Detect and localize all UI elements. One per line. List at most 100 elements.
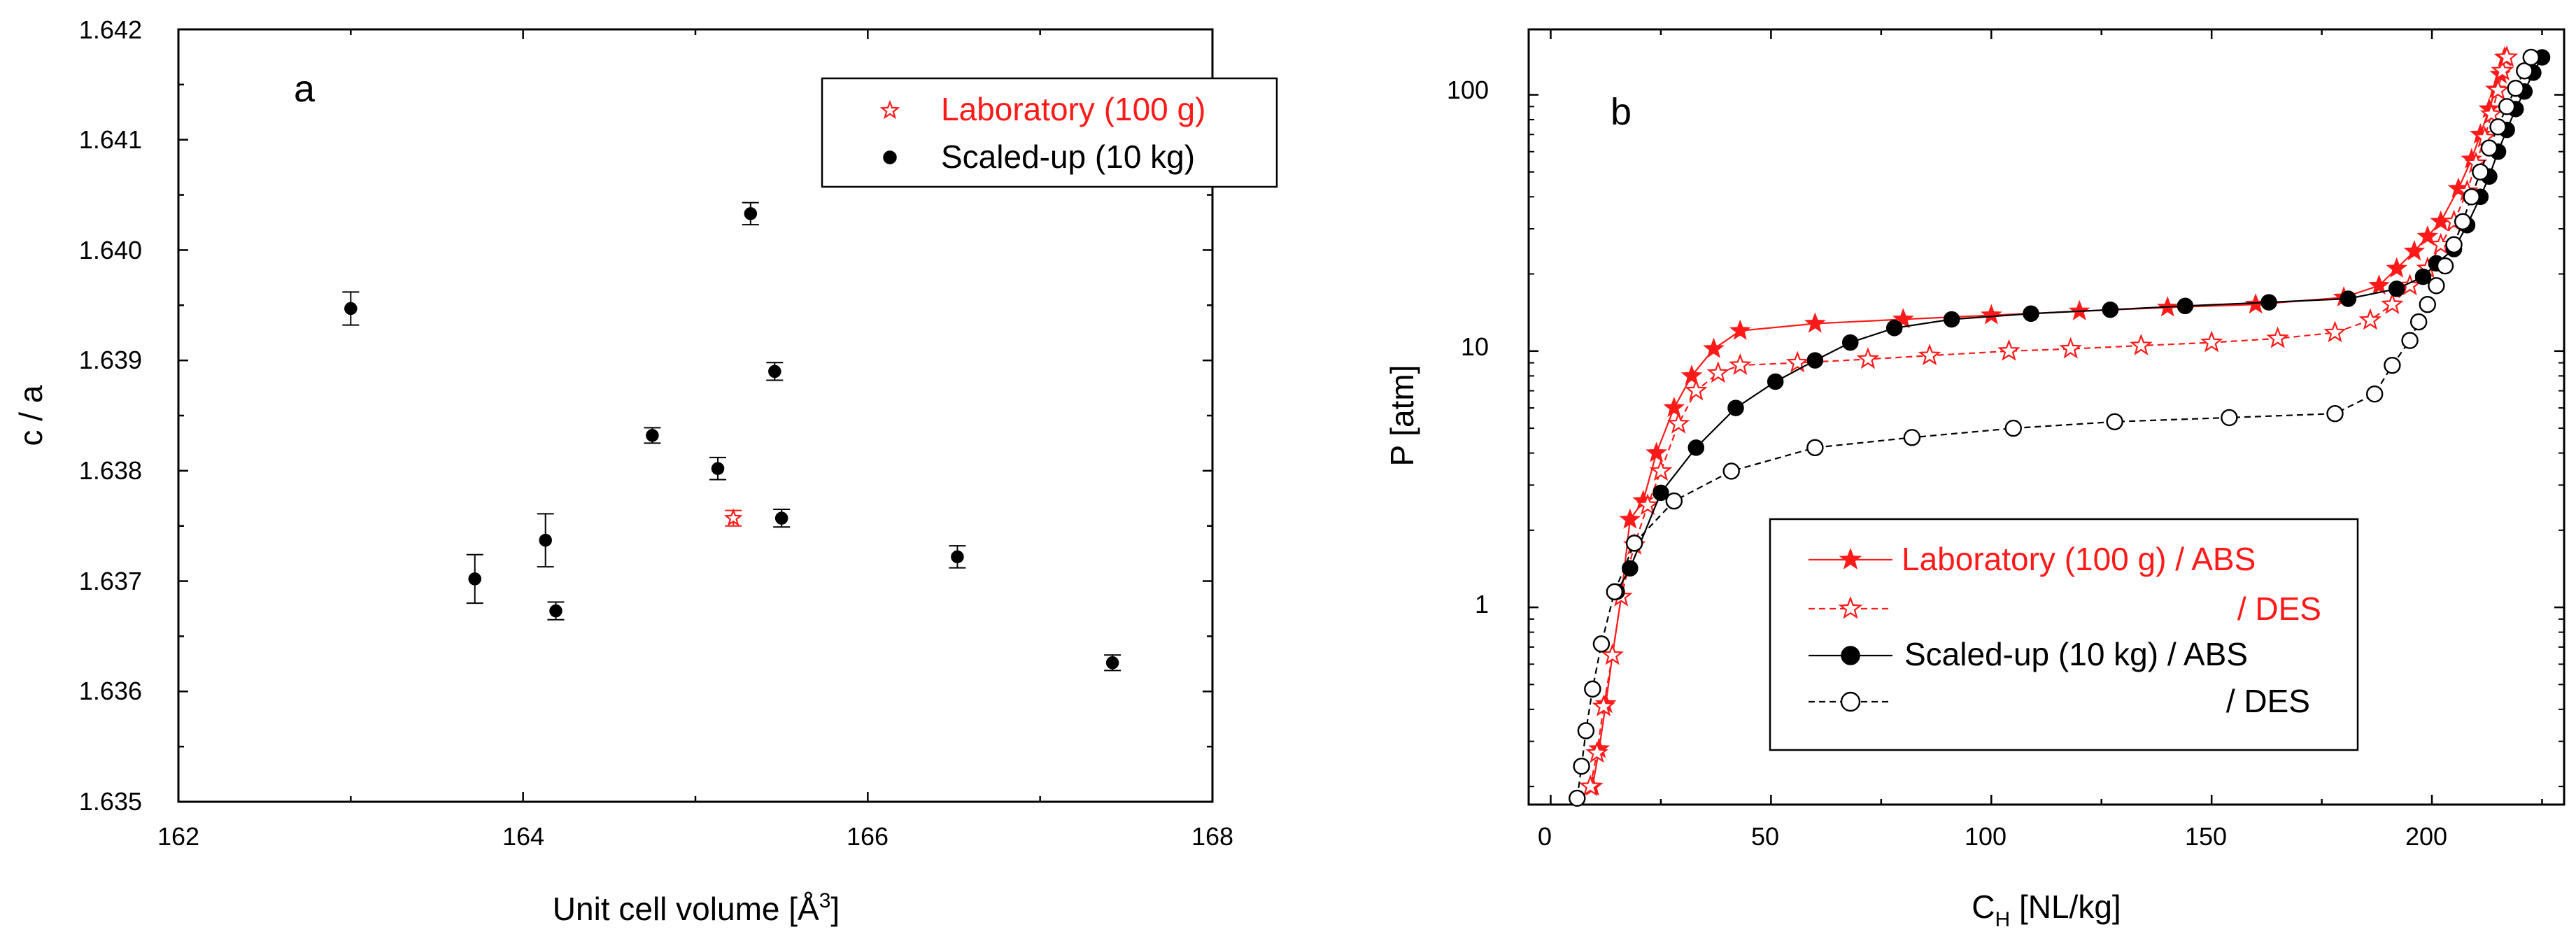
panel-a-y-tick-labels: 1.635 1.636 1.637 1.638 1.639 1.640 1.64… (79, 15, 142, 816)
open-star-marker (723, 508, 743, 527)
filled-circle-marker (2023, 305, 2039, 323)
filled-star-marker (1729, 319, 1751, 340)
open-circle-marker (1625, 535, 1643, 552)
open-star-marker (2358, 308, 2382, 330)
panel-a-scatter-chart: 1.635 1.636 1.637 1.638 1.639 1.640 1.64… (13, 15, 1278, 927)
filled-circle-marker (549, 604, 562, 618)
y-tick-label: 10 (1461, 332, 1489, 361)
filled-circle-marker (1622, 560, 1639, 577)
open-star-marker (1649, 459, 1673, 481)
open-star-marker (1838, 595, 1863, 619)
open-circle-marker (2221, 409, 2238, 427)
open-star-marker (1685, 378, 1708, 401)
filled-circle-marker (744, 207, 758, 220)
panel-a-legend: Laboratory (100 g) Scaled-up (10 kg) (821, 77, 1278, 188)
filled-circle-marker (711, 462, 725, 475)
filled-circle-marker (2260, 294, 2277, 311)
filled-star-marker (1619, 508, 1641, 529)
open-circle-marker (2463, 188, 2480, 206)
open-star-marker (879, 99, 900, 120)
x-tick-label: 166 (847, 822, 889, 851)
open-circle-marker (1722, 462, 1740, 480)
open-circle-marker (2454, 213, 2472, 230)
open-star-marker (1706, 361, 1730, 383)
filled-circle-marker (1841, 646, 1860, 665)
open-circle-marker (2004, 419, 2022, 437)
panel-a-x-axis-label: Unit cell volume [Å3] (553, 889, 840, 927)
y-tick-label: 1.640 (79, 236, 142, 264)
filled-star-marker (1839, 547, 1862, 569)
open-star-marker (1729, 353, 1752, 376)
filled-circle-marker (1885, 320, 1903, 337)
open-star-marker (2381, 292, 2404, 315)
filled-circle-marker (951, 550, 964, 564)
filled-circle-marker (468, 572, 481, 586)
open-circle-marker (2480, 139, 2498, 157)
filled-star-marker (2386, 257, 2408, 278)
panel-b-y-axis-label: P [atm] (1384, 365, 1420, 467)
panel-a-ticks (177, 28, 1214, 803)
filled-circle-marker (2414, 268, 2432, 285)
y-tick-label: 1.635 (79, 787, 142, 816)
open-star-marker (2059, 337, 2083, 359)
legend-label-scaled-des: / DES (2226, 683, 2310, 719)
x-tick-label: 164 (502, 822, 544, 851)
open-star-marker (2200, 330, 2223, 353)
filled-circle-marker (768, 365, 781, 378)
panel-a-y-axis-label: c / a (13, 385, 49, 446)
open-circle-marker (2419, 295, 2436, 313)
open-star-marker (1918, 344, 1941, 366)
x-tick-label: 150 (2185, 822, 2227, 851)
open-circle-marker (1665, 492, 1683, 510)
open-star-marker (1636, 493, 1659, 516)
filled-circle-marker (2102, 301, 2119, 318)
panel-a-data-points (342, 201, 1121, 672)
panel-b-plot-frame (1527, 28, 2566, 806)
open-star-marker (2398, 274, 2421, 296)
y-tick-label: 1.636 (79, 677, 142, 705)
filled-circle-marker (539, 533, 552, 547)
open-circle-marker (2409, 313, 2428, 331)
filled-star-marker (1680, 365, 1703, 385)
filled-circle-marker (2388, 281, 2405, 297)
series-group (1569, 48, 2540, 807)
open-circle-marker (1592, 635, 1611, 653)
y-tick-label: 1.637 (79, 567, 142, 595)
open-circle-marker (2507, 80, 2524, 97)
x-tick-label: 0 (1538, 822, 1552, 851)
legend-label-scaled-abs: Scaled-up (10 kg) / ABS (1904, 636, 2248, 672)
filled-circle-marker (646, 429, 659, 442)
open-circle-marker (1569, 789, 1586, 807)
panel-b-series (1569, 45, 2551, 807)
open-circle-marker (1577, 722, 1595, 740)
open-circle-marker (1584, 680, 1601, 698)
open-circle-marker (2428, 277, 2445, 295)
y-tick-label: 1.638 (79, 456, 142, 485)
open-star-marker (2495, 45, 2519, 67)
filled-star-marker (1804, 312, 1826, 333)
filled-circle-marker (1943, 311, 1960, 328)
open-circle-marker (2384, 356, 2401, 374)
panel-a-letter: a (294, 68, 316, 110)
x-tick-label: 200 (2405, 822, 2447, 851)
open-star-marker (1578, 774, 1602, 797)
open-circle-marker (2365, 385, 2384, 403)
y-tick-label: 1 (1475, 590, 1489, 618)
filled-circle-marker (2340, 290, 2357, 307)
panel-a-legend-box (821, 77, 1278, 188)
open-circle-marker (2516, 62, 2533, 80)
legend-label-lab-abs: Laboratory (100 g) / ABS (1902, 541, 2256, 577)
series-line (1590, 57, 2508, 787)
open-star-marker (2130, 333, 2153, 355)
open-star-marker (1997, 339, 2021, 361)
open-star-marker (2486, 78, 2510, 101)
panel-b-x-tick-labels: 0 50 100 150 200 (1538, 822, 2447, 851)
filled-circle-marker (1841, 334, 1859, 351)
filled-circle-marker (1653, 484, 1669, 502)
open-star-marker (1666, 411, 1690, 434)
open-circle-marker (1806, 439, 1824, 457)
filled-circle-marker (883, 150, 897, 164)
x-tick-label: 50 (1751, 822, 1779, 851)
panel-b-legend: Laboratory (100 g) / ABS / DES Scaled-up… (1769, 518, 2359, 751)
